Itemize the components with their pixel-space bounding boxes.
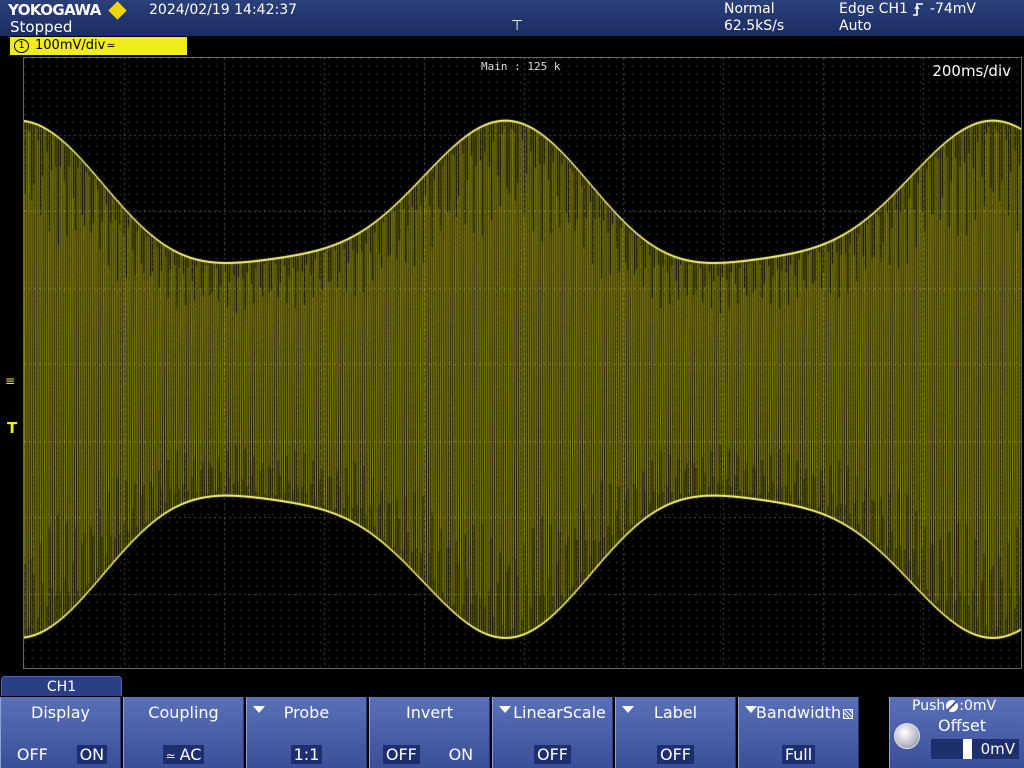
status-bar: YOKOGAWA Stopped 2024/02/19 14:42:37 ⊤ N… <box>0 0 1024 36</box>
offset-title: Offset <box>938 716 986 735</box>
menu-title: CH1 <box>1 676 122 696</box>
offset-knob-panel[interactable]: Push:0mV Offset 0mV <box>889 697 1024 768</box>
probe-title: Probe <box>247 703 366 722</box>
waveform-display[interactable]: Main : 125 k 200ms/div <box>23 57 1022 669</box>
trigger-source: Edge CH1 <box>839 1 908 17</box>
probe-softkey[interactable]: Probe 1:1 <box>246 697 367 768</box>
invert-off-option: OFF <box>383 745 420 764</box>
push-reset-label: Push:0mV <box>912 698 996 714</box>
bandwidth-title: Bandwidth <box>739 703 858 722</box>
linear-scale-title: LinearScale <box>493 703 612 722</box>
trigger-level: -74mV <box>930 1 976 17</box>
coupling-title: Coupling <box>124 703 243 722</box>
display-title: Display <box>1 703 120 722</box>
offset-value-field[interactable]: 0mV <box>931 739 1019 759</box>
display-on-option: ON <box>77 745 108 764</box>
bandwidth-softkey[interactable]: Bandwidth Full <box>738 697 859 768</box>
label-value: OFF <box>657 745 694 764</box>
trigger-position-icon: ⊤ <box>511 18 523 34</box>
display-off-option: OFF <box>14 745 51 764</box>
invert-softkey[interactable]: Invert OFF ON <box>369 697 490 768</box>
reset-icon <box>946 700 958 712</box>
ac-coupling-icon: ≃ <box>106 39 115 52</box>
bandwidth-icon <box>843 709 853 719</box>
brand-diamond-icon <box>108 1 126 19</box>
ac-coupling-icon: ≃ <box>166 749 176 763</box>
trigger-mode: Auto <box>839 18 872 34</box>
coupling-softkey[interactable]: Coupling ≃ AC <box>123 697 244 768</box>
label-title: Label <box>616 703 735 722</box>
trigger-setting: Edge CH1 -74mV <box>839 1 976 17</box>
coupling-value: ≃ AC <box>163 745 205 764</box>
channel-number-badge: 1 <box>14 39 29 53</box>
invert-on-option: ON <box>446 745 477 764</box>
bandwidth-value: Full <box>782 745 815 764</box>
channel-scale: 100mV/div <box>35 38 105 53</box>
brand-logo: YOKOGAWA <box>8 1 101 19</box>
label-softkey[interactable]: Label OFF <box>615 697 736 768</box>
probe-value: 1:1 <box>291 745 323 764</box>
ch1-waveform-trace <box>24 58 1022 669</box>
offset-cursor <box>963 739 972 759</box>
rising-edge-icon <box>912 3 924 16</box>
channel-scale-tag[interactable]: 1 100mV/div≃ <box>10 37 187 55</box>
time-per-div: 200ms/div <box>932 62 1011 80</box>
sample-rate: 62.5kS/s <box>724 18 784 34</box>
trigger-level-marker[interactable]: T <box>7 419 17 437</box>
main-record-length: Main : 125 k <box>481 60 560 73</box>
invert-title: Invert <box>370 703 489 722</box>
knob-icon[interactable] <box>894 723 920 749</box>
run-status: Stopped <box>10 18 72 36</box>
ground-icon[interactable]: ≡ <box>5 374 15 388</box>
linear-scale-softkey[interactable]: LinearScale OFF <box>492 697 613 768</box>
acquisition-mode: Normal <box>724 1 775 17</box>
linear-scale-value: OFF <box>534 745 571 764</box>
display-softkey[interactable]: Display OFF ON <box>0 697 121 768</box>
datetime: 2024/02/19 14:42:37 <box>149 2 297 18</box>
